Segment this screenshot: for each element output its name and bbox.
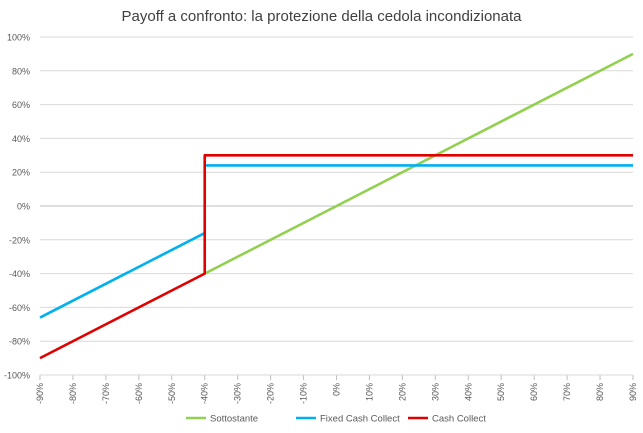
x-tick-label: -60% [134,383,144,404]
x-tick-label: 10% [364,383,374,401]
x-tick-label: 40% [463,383,473,401]
axis-layer: -100% -80% -60% -40% -20% 0% 20% 40% 60% 80% 100% -… [4,33,638,405]
legend-label: Cash Collect [432,414,486,425]
x-tick-label: -70% [101,383,111,404]
y-tick-label: 100% [7,33,30,43]
series-line-sottostante [204,52,634,275]
y-tick-label: 40% [12,134,30,144]
chart-title: Payoff a confronto: la protezione della … [121,8,522,25]
y-tick-label: -40% [9,269,30,279]
y-tick-label: 20% [12,168,30,178]
x-tick-label: -80% [68,383,78,404]
x-tick-label: 30% [430,383,440,401]
x-tick-label: 80% [595,383,605,401]
x-tick-label: -10% [299,383,309,404]
x-tick-label: 90% [628,383,638,401]
x-tick-label: -50% [167,383,177,404]
series-line-fixed-cash-collect [39,231,206,319]
x-tick-label: -30% [233,383,243,404]
x-tick-label: -90% [35,383,45,404]
legend-label: Sottostante [210,414,258,425]
y-tick-label: 0% [17,202,30,212]
y-tick-label: 80% [12,66,30,76]
y-tick-label: -80% [9,337,30,347]
x-tick-label: 60% [529,383,539,401]
y-tick-label: -100% [4,371,30,381]
x-tick-label: 50% [496,383,506,401]
x-tick-label: 70% [562,383,572,401]
x-tick-label: 20% [397,383,407,401]
y-tick-label: -60% [9,303,30,313]
y-tick-label: 60% [12,100,30,110]
series-line-cash-collect [39,154,633,360]
y-tick-label: -20% [9,235,30,245]
legend: Sottostante Fixed Cash Collect Cash Collec… [186,414,486,425]
x-tick-label: -20% [266,383,276,404]
x-tick-label: -40% [200,383,210,404]
legend-label: Fixed Cash Collect [320,414,400,425]
series-layer [39,52,634,360]
x-tick-label: 0% [332,383,342,396]
